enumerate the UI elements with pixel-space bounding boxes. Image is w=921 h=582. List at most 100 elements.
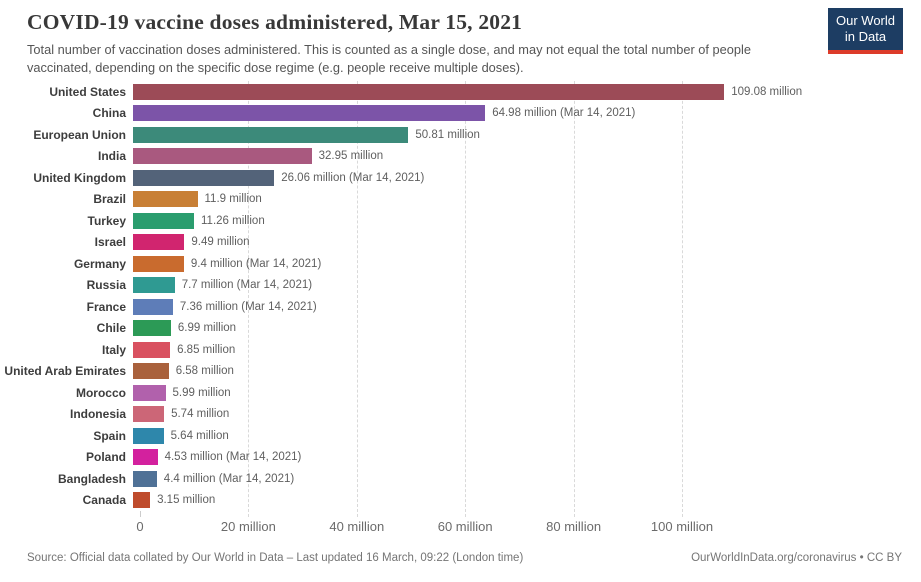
- bar-row: Brazil 11.9 million: [0, 189, 921, 211]
- value-label: 26.06 million (Mar 14, 2021): [281, 171, 425, 184]
- owid-url-link[interactable]: OurWorldInData.org/coronavirus • CC BY: [691, 552, 902, 564]
- bar-turkey[interactable]: [133, 212, 194, 229]
- bar-row: United Arab Emirates 6.58 million: [0, 361, 921, 383]
- bar-brazil[interactable]: [133, 191, 198, 208]
- x-axis-tick-label: 20 million: [220, 519, 276, 534]
- bar-spain[interactable]: [133, 427, 164, 444]
- country-label: Bangladesh: [57, 471, 126, 486]
- value-label: 5.99 million: [172, 386, 231, 399]
- bar-row: Israel 9.49 million: [0, 232, 921, 254]
- bar-india[interactable]: [133, 148, 312, 165]
- bar-russia[interactable]: [133, 277, 175, 294]
- axis-tick-0: [140, 511, 141, 517]
- value-label: 5.74 million: [171, 408, 230, 421]
- owid-logo-line1: Our World: [836, 13, 895, 28]
- x-axis-tick-label: 40 million: [329, 519, 385, 534]
- bar-indonesia[interactable]: [133, 406, 165, 423]
- bar-rows: United States 109.08 million China 64.98 mi…: [0, 81, 921, 511]
- bar-row: Germany 9.4 million (Mar 14, 2021): [0, 253, 921, 275]
- x-axis-tick-label: 100 million: [650, 519, 714, 534]
- country-label: Germany: [73, 256, 126, 271]
- bar-bangladesh[interactable]: [133, 470, 157, 487]
- country-label: Russia: [86, 278, 126, 293]
- bar-row: United States 109.08 million: [0, 81, 921, 103]
- gridline-40m: [356, 81, 358, 517]
- x-axis-tick-label: 0: [136, 519, 144, 534]
- country-label: Canada: [82, 493, 126, 508]
- country-label: China: [92, 106, 126, 121]
- bar-row: Poland 4.53 million (Mar 14, 2021): [0, 447, 921, 469]
- bar-row: Indonesia 5.74 million: [0, 404, 921, 426]
- bar-european-union[interactable]: [133, 126, 409, 143]
- source-note: Source: Official data collated by Our Wo…: [27, 552, 524, 564]
- bar-row: France 7.36 million (Mar 14, 2021): [0, 296, 921, 318]
- bar-row: India 32.95 million: [0, 146, 921, 168]
- country-label: Indonesia: [69, 407, 126, 422]
- bar-row: Canada 3.15 million: [0, 490, 921, 512]
- country-label: United States: [49, 84, 126, 99]
- value-label: 9.4 million (Mar 14, 2021): [190, 257, 322, 270]
- value-label: 50.81 million: [415, 128, 480, 141]
- bar-row: Bangladesh 4.4 million (Mar 14, 2021): [0, 468, 921, 490]
- value-label: 6.58 million: [175, 365, 234, 378]
- bar-row: Russia 7.7 million (Mar 14, 2021): [0, 275, 921, 297]
- country-label: United Arab Emirates: [4, 364, 126, 379]
- x-axis-tick-label: 80 million: [546, 519, 602, 534]
- owid-logo[interactable]: Our World in Data: [828, 8, 903, 54]
- bar-morocco[interactable]: [133, 384, 166, 401]
- country-label: France: [86, 299, 126, 314]
- country-label: European Union: [33, 127, 126, 142]
- country-label: Chile: [96, 321, 126, 336]
- bar-poland[interactable]: [133, 449, 158, 466]
- value-label: 7.7 million (Mar 14, 2021): [181, 279, 313, 292]
- country-label: Brazil: [93, 192, 126, 207]
- value-label: 6.99 million: [177, 322, 237, 335]
- value-label: 32.95 million: [318, 150, 384, 163]
- value-label: 109.08 million: [731, 85, 803, 98]
- bar-row: Chile 6.99 million: [0, 318, 921, 340]
- bar-china[interactable]: [133, 105, 486, 122]
- bar-italy[interactable]: [133, 341, 171, 358]
- country-label: United Kingdom: [33, 170, 126, 185]
- bar-row: Spain 5.64 million: [0, 425, 921, 447]
- bar-france[interactable]: [133, 298, 173, 315]
- page-title: COVID-19 vaccine doses administered, Mar…: [27, 10, 523, 34]
- bar-united-kingdom[interactable]: [133, 169, 275, 186]
- bar-united-states[interactable]: [133, 83, 725, 100]
- value-label: 3.15 million: [157, 494, 216, 507]
- country-label: Poland: [85, 450, 126, 465]
- bar-row: Italy 6.85 million: [0, 339, 921, 361]
- value-label: 11.9 million: [204, 193, 262, 206]
- bar-row: European Union 50.81 million: [0, 124, 921, 146]
- country-label: Turkey: [87, 213, 126, 228]
- bar-canada[interactable]: [133, 492, 151, 509]
- bar-row: China 64.98 million (Mar 14, 2021): [0, 103, 921, 125]
- value-label: 6.85 million: [177, 343, 236, 356]
- bar-united-arab-emirates[interactable]: [133, 363, 169, 380]
- bar-israel[interactable]: [133, 234, 185, 251]
- gridline-80m: [573, 81, 575, 517]
- value-label: 64.98 million (Mar 14, 2021): [492, 107, 636, 120]
- owid-logo-line2: in Data: [844, 29, 887, 45]
- chart-footer: Source: Official data collated by Our Wo…: [27, 552, 902, 564]
- gridline-100m: [682, 81, 683, 517]
- chart-subtitle: Total number of vaccination doses admini…: [27, 42, 751, 76]
- bar-row: Turkey 11.26 million: [0, 210, 921, 232]
- value-label: 11.26 million: [201, 214, 265, 227]
- bar-row: United Kingdom 26.06 million (Mar 14, 202…: [0, 167, 921, 189]
- x-axis-tick-label: 60 million: [437, 519, 493, 534]
- bar-row: Morocco 5.99 million: [0, 382, 921, 404]
- country-label: Italy: [101, 342, 126, 357]
- gridline-20m: [248, 81, 250, 517]
- gridline-60m: [465, 81, 467, 517]
- country-label: Israel: [94, 235, 126, 250]
- bar-chart-plot-area: United States 109.08 million China 64.98 mi…: [0, 81, 921, 541]
- bar-germany[interactable]: [133, 255, 184, 272]
- value-label: 4.53 million (Mar 14, 2021): [164, 451, 302, 464]
- country-label: Morocco: [75, 385, 126, 400]
- value-label: 9.49 million: [191, 236, 250, 249]
- bar-chile[interactable]: [133, 320, 171, 337]
- value-label: 7.36 million (Mar 14, 2021): [179, 300, 317, 313]
- value-label: 4.4 million (Mar 14, 2021): [163, 472, 295, 485]
